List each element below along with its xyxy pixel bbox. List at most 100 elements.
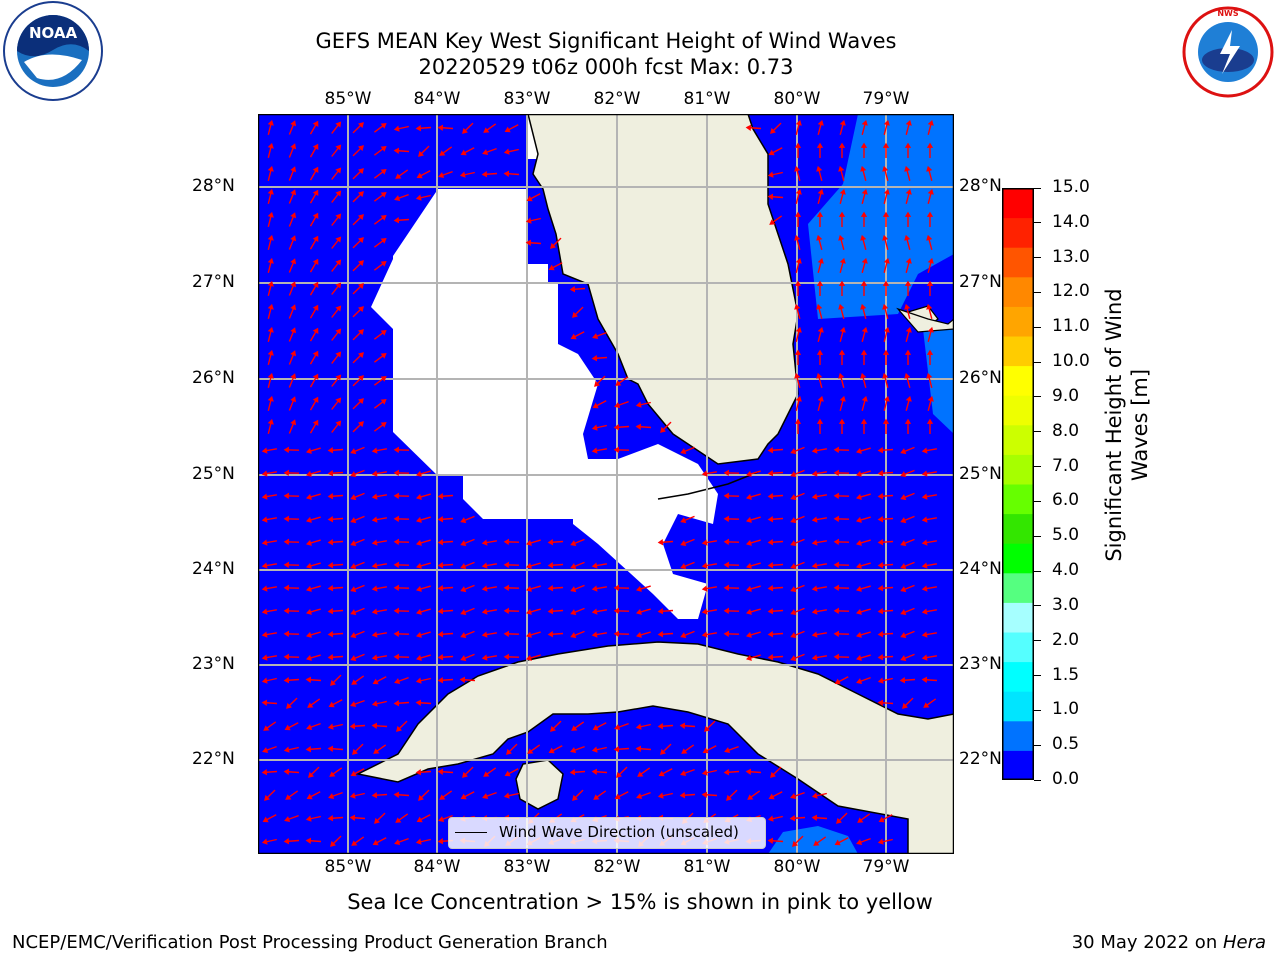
- wave-arrow-head: [547, 538, 554, 546]
- wave-arrow-head: [701, 769, 708, 776]
- wave-arrow-head: [904, 234, 911, 241]
- wave-arrow-head: [839, 257, 846, 264]
- wave-arrow-head: [926, 280, 934, 286]
- wave-arrow-head: [503, 653, 510, 661]
- wave-arrow-head: [857, 817, 864, 823]
- wave-arrow-head: [506, 748, 512, 755]
- wave-arrow-head: [591, 608, 598, 615]
- wave-arrow-head: [416, 562, 422, 569]
- wave-arrow-head: [358, 191, 364, 198]
- wave-arrow-head: [380, 375, 387, 382]
- wave-arrow-head: [312, 350, 319, 357]
- wave-arrow-head: [613, 745, 620, 753]
- wave-arrow-head: [416, 539, 422, 546]
- wave-arrow-head: [482, 793, 489, 800]
- footer-credit: NCEP/EMC/Verification Post Processing Pr…: [12, 932, 608, 953]
- wave-arrow-head: [770, 127, 776, 134]
- wave-arrow-head: [790, 632, 797, 639]
- wave-arrow-head: [838, 418, 846, 424]
- wave-arrow-head: [572, 311, 578, 318]
- wave-arrow-head: [393, 699, 400, 707]
- wave-arrow-head: [350, 471, 357, 478]
- wave-arrow-head: [723, 584, 730, 592]
- wave-arrow-head: [900, 655, 907, 662]
- wave-arrow-head: [926, 418, 934, 424]
- colorbar-tick-label: 4.0: [1052, 560, 1080, 581]
- wave-arrow-head: [882, 142, 890, 148]
- colorbar-tick-mark: [1034, 605, 1041, 607]
- wave-arrow-head: [416, 516, 422, 523]
- lon-label-bottom: 81°W: [683, 857, 731, 877]
- lat-label-right: 22°N: [959, 749, 1002, 769]
- colorbar-frame: [1002, 188, 1034, 780]
- wave-arrow-head: [746, 539, 752, 546]
- wave-arrow-head: [592, 724, 599, 731]
- wave-arrow-head: [415, 124, 422, 132]
- wave-arrow-head: [856, 562, 862, 569]
- wave-arrow-head: [795, 188, 802, 195]
- wave-arrow-head: [306, 539, 312, 546]
- colorbar-tick-mark: [1034, 396, 1041, 398]
- cuba-land: [355, 641, 954, 854]
- wave-arrow-head: [283, 538, 290, 546]
- colorbar-tick-mark: [1034, 257, 1041, 259]
- wave-arrow-head: [358, 306, 364, 313]
- wave-arrow-head: [416, 631, 422, 638]
- wave-arrow-head: [306, 654, 312, 661]
- lon-label-top: 85°W: [324, 89, 372, 109]
- wave-arrow-head: [834, 839, 841, 846]
- wave-arrow-head: [350, 494, 357, 501]
- lon-label-bottom: 84°W: [413, 857, 461, 877]
- wave-arrow-head: [437, 492, 444, 500]
- wave-arrow-head: [261, 516, 268, 523]
- wave-arrow-head: [526, 539, 532, 546]
- wave-arrow-head: [882, 372, 889, 379]
- wave-arrow-head: [746, 516, 752, 523]
- colorbar-tick-label: 3.0: [1052, 594, 1080, 615]
- colorbar-tick-mark: [1034, 466, 1041, 468]
- wave-arrow-head: [437, 630, 444, 638]
- wave-arrow-head: [267, 119, 274, 126]
- wave-arrow-head: [900, 448, 907, 455]
- wave-arrow-head: [794, 234, 801, 241]
- wave-arrow-head: [283, 653, 290, 661]
- wave-arrow-head: [460, 655, 467, 662]
- wave-arrow-head: [794, 165, 801, 172]
- wave-arrow-head: [350, 448, 357, 455]
- lon-label-bottom: 82°W: [593, 857, 641, 877]
- wave-arrow-head: [312, 373, 319, 380]
- wave-arrow-head: [591, 631, 598, 638]
- wave-arrow-head: [746, 631, 752, 638]
- wave-arrow-head: [680, 517, 687, 524]
- wave-arrow-head: [882, 211, 890, 217]
- wave-arrow-head: [335, 397, 342, 404]
- wave-arrow-head: [416, 493, 422, 500]
- wave-arrow-head: [290, 189, 297, 196]
- wave-arrow-head: [372, 678, 379, 685]
- wave-arrow-head: [790, 517, 797, 524]
- wave-arrow-head: [437, 515, 444, 523]
- wave-arrow-head: [283, 837, 290, 845]
- colorbar-segment: [1002, 661, 1034, 692]
- wave-arrow-head: [794, 372, 801, 379]
- wave-arrow-head: [816, 280, 824, 286]
- wave-arrow-head: [335, 121, 342, 128]
- wave-arrow-head: [877, 469, 884, 477]
- wave-arrow-head: [312, 120, 319, 127]
- wave-arrow-head: [657, 792, 664, 799]
- wave-arrow-head: [921, 654, 928, 661]
- wave-arrow-head: [570, 540, 577, 547]
- wave-arrow-head: [503, 630, 510, 638]
- svg-text:NWS: NWS: [1217, 9, 1239, 18]
- wave-arrow-head: [592, 402, 599, 409]
- colorbar-tick-mark: [1034, 535, 1041, 537]
- wave-arrow-head: [811, 814, 818, 822]
- wave-arrow-head: [636, 631, 642, 638]
- footer-date-text: 30 May 2022 on: [1071, 932, 1223, 953]
- wave-arrow-head: [877, 515, 884, 523]
- wave-arrow-head: [312, 304, 319, 311]
- wave-arrow-head: [503, 607, 510, 615]
- wave-arrow-head: [358, 214, 364, 221]
- wave-arrow-head: [371, 447, 378, 454]
- wave-arrow-head: [811, 608, 818, 615]
